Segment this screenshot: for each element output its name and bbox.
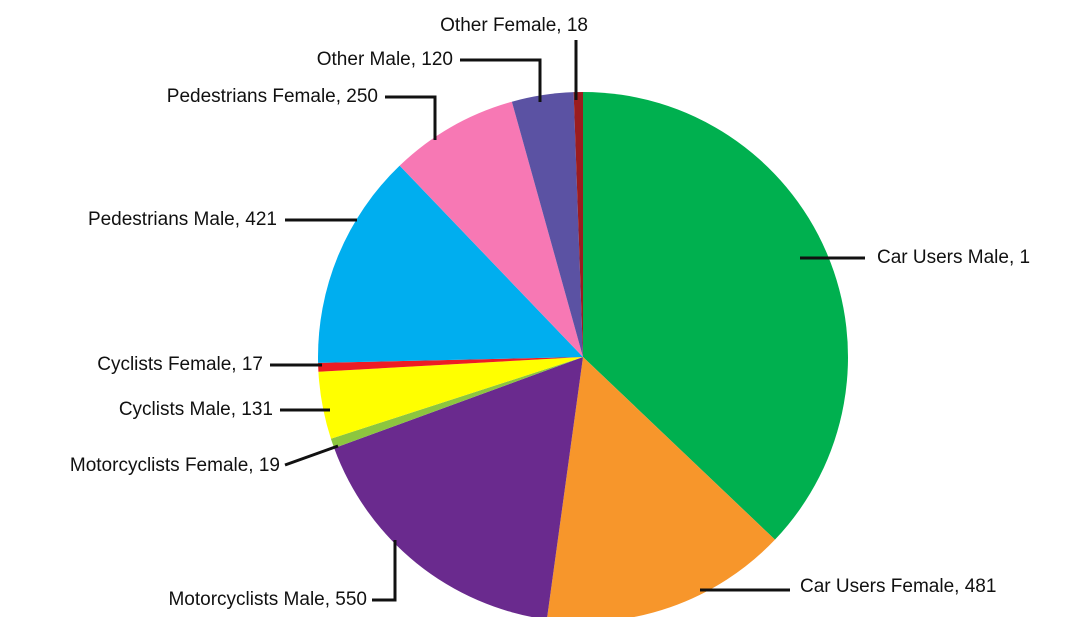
pie-slice bbox=[399, 101, 583, 357]
pie-slice bbox=[318, 165, 583, 363]
pie-slice bbox=[573, 92, 583, 357]
data-label: Other Male, 120 bbox=[317, 49, 453, 70]
data-label: Other Female, 18 bbox=[440, 15, 588, 36]
pie-slice bbox=[511, 92, 583, 357]
pie-slice bbox=[330, 357, 583, 449]
leader-line bbox=[460, 58, 542, 102]
pie-slice bbox=[318, 357, 583, 439]
pie-slice bbox=[583, 92, 848, 540]
pie-slice bbox=[547, 357, 775, 617]
data-label: Motorcyclists Male, 550 bbox=[168, 589, 367, 610]
data-label: Pedestrians Female, 250 bbox=[167, 86, 378, 107]
data-label: Cyclists Female, 17 bbox=[97, 354, 263, 375]
leader-line bbox=[372, 540, 397, 602]
data-label: Car Users Male, 1 bbox=[877, 247, 1030, 268]
leader-line bbox=[284, 444, 339, 467]
data-label: Pedestrians Male, 421 bbox=[88, 209, 277, 230]
pie-slice bbox=[334, 357, 583, 617]
data-label: Car Users Female, 481 bbox=[800, 576, 996, 597]
pie-slice bbox=[318, 357, 583, 372]
data-label: Motorcyclists Female, 19 bbox=[70, 455, 280, 476]
data-label: Cyclists Male, 131 bbox=[119, 399, 273, 420]
leader-line bbox=[385, 95, 437, 140]
